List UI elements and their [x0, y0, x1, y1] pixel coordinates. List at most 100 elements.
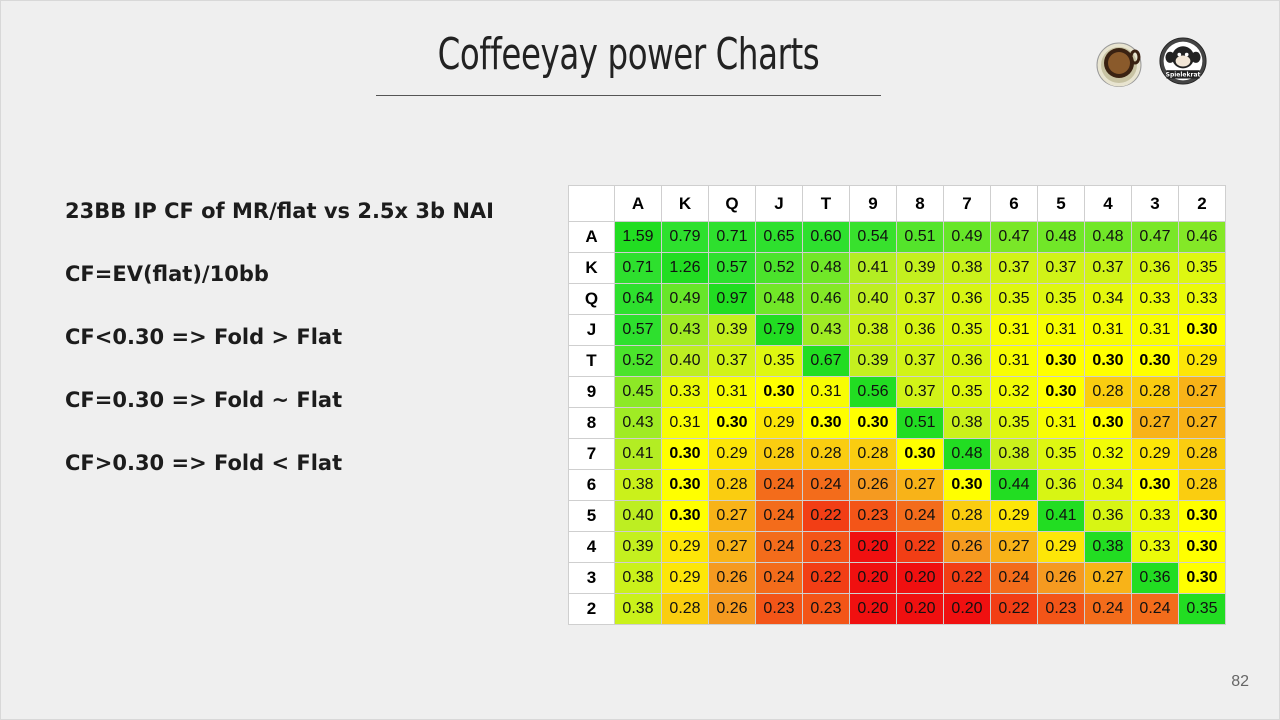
heat-cell: 0.38 [614, 562, 662, 594]
heat-cell: 0.22 [990, 593, 1038, 625]
table-row: 5 0.40 0.30 0.27 0.24 0.22 0.23 0.24 0.28 0.29 0.4… [568, 500, 1226, 532]
heat-cell: 0.29 [1131, 438, 1179, 470]
heat-cell: 0.28 [661, 593, 709, 625]
page-number: 82 [1231, 673, 1249, 690]
heat-cell: 0.28 [802, 438, 850, 470]
heat-cell: 0.31 [802, 376, 850, 408]
row-header-T: T [568, 345, 615, 377]
heat-cell: 0.30 [849, 407, 897, 439]
heat-cell: 0.35 [1037, 283, 1085, 315]
heat-cell: 0.48 [1037, 221, 1085, 253]
heat-cell: 1.26 [661, 252, 709, 284]
heat-cell: 0.36 [896, 314, 944, 346]
heat-cell: 0.20 [849, 562, 897, 594]
heat-cell: 0.40 [661, 345, 709, 377]
heat-cell: 0.33 [1131, 531, 1179, 563]
heat-cell: 0.47 [1131, 221, 1179, 253]
heat-cell: 0.64 [614, 283, 662, 315]
heat-cell: 0.27 [708, 531, 756, 563]
heat-cell: 0.52 [614, 345, 662, 377]
heat-cell: 1.59 [614, 221, 662, 253]
heat-cell: 0.30 [1131, 345, 1179, 377]
row-header-2: 2 [568, 593, 615, 625]
heat-cell: 0.28 [1084, 376, 1132, 408]
heat-cell: 0.41 [1037, 500, 1085, 532]
column-header-A: A [614, 185, 662, 222]
heat-cell: 0.30 [802, 407, 850, 439]
heat-cell: 0.31 [708, 376, 756, 408]
bullet-item: CF=EV(flat)/10bb [65, 262, 269, 286]
heat-cell: 0.22 [802, 500, 850, 532]
heat-cell: 0.27 [708, 500, 756, 532]
heat-cell: 0.26 [1037, 562, 1085, 594]
row-header-3: 3 [568, 562, 615, 594]
table-row: 6 0.38 0.30 0.28 0.24 0.24 0.26 0.27 0.30 0.44 0.3… [568, 469, 1226, 501]
heat-cell: 0.60 [802, 221, 850, 253]
column-header-9: 9 [849, 185, 897, 222]
heat-cell: 0.35 [990, 283, 1038, 315]
heat-cell: 0.24 [802, 469, 850, 501]
heat-cell: 0.33 [1178, 283, 1226, 315]
heat-cell: 0.24 [755, 469, 803, 501]
row-header-4: 4 [568, 531, 615, 563]
heat-cell: 0.44 [990, 469, 1038, 501]
heat-cell: 0.36 [1037, 469, 1085, 501]
heat-cell: 0.23 [802, 593, 850, 625]
heat-cell: 0.29 [1178, 345, 1226, 377]
heat-cell: 0.23 [849, 500, 897, 532]
heat-cell: 0.28 [1178, 438, 1226, 470]
heat-cell: 0.51 [896, 221, 944, 253]
heat-cell: 0.29 [661, 562, 709, 594]
heat-cell: 0.30 [661, 500, 709, 532]
heat-cell: 0.24 [990, 562, 1038, 594]
heat-cell: 0.38 [943, 252, 991, 284]
heat-cell: 0.43 [614, 407, 662, 439]
row-header-8: 8 [568, 407, 615, 439]
heat-cell: 0.26 [708, 593, 756, 625]
heat-cell: 0.29 [661, 531, 709, 563]
heat-cell: 0.31 [1084, 314, 1132, 346]
heat-cell: 0.33 [1131, 500, 1179, 532]
heat-cell: 0.27 [1084, 562, 1132, 594]
heat-cell: 0.30 [1037, 376, 1085, 408]
heat-cell: 0.30 [1084, 345, 1132, 377]
heat-cell: 0.71 [708, 221, 756, 253]
heat-cell: 0.37 [896, 345, 944, 377]
heat-cell: 0.22 [943, 562, 991, 594]
row-header-K: K [568, 252, 615, 284]
heat-cell: 0.52 [755, 252, 803, 284]
table-row: J 0.57 0.43 0.39 0.79 0.43 0.38 0.36 0.35 0.31 0.3… [568, 314, 1226, 346]
heat-cell: 0.97 [708, 283, 756, 315]
heat-cell: 0.23 [755, 593, 803, 625]
heat-cell: 0.38 [943, 407, 991, 439]
heat-cell: 0.24 [755, 500, 803, 532]
heat-cell: 0.30 [1178, 500, 1226, 532]
bullet-item: CF<0.30 => Fold > Flat [65, 325, 343, 349]
heat-cell: 0.37 [896, 283, 944, 315]
heat-cell: 0.22 [896, 531, 944, 563]
heat-cell: 0.39 [896, 252, 944, 284]
table-row: 4 0.39 0.29 0.27 0.24 0.23 0.20 0.22 0.26 0.27 0.2… [568, 531, 1226, 563]
heat-cell: 0.35 [943, 314, 991, 346]
heat-cell: 0.30 [896, 438, 944, 470]
cup-handle [1129, 49, 1141, 65]
heat-cell: 0.30 [1178, 562, 1226, 594]
heat-cell: 0.36 [1131, 252, 1179, 284]
heat-cell: 0.38 [990, 438, 1038, 470]
heat-cell: 0.24 [1131, 593, 1179, 625]
heat-cell: 0.24 [1084, 593, 1132, 625]
row-header-J: J [568, 314, 615, 346]
heat-cell: 0.36 [943, 345, 991, 377]
column-header-J: J [755, 185, 803, 222]
heat-cell: 0.67 [802, 345, 850, 377]
heat-cell: 0.24 [755, 531, 803, 563]
heat-cell: 0.20 [849, 593, 897, 625]
heat-cell: 0.26 [849, 469, 897, 501]
heat-cell: 0.40 [614, 500, 662, 532]
heat-cell: 0.29 [1037, 531, 1085, 563]
column-header-K: K [661, 185, 709, 222]
heat-cell: 0.43 [661, 314, 709, 346]
table-row: T 0.52 0.40 0.37 0.35 0.67 0.39 0.37 0.36 0.31 0.3… [568, 345, 1226, 377]
